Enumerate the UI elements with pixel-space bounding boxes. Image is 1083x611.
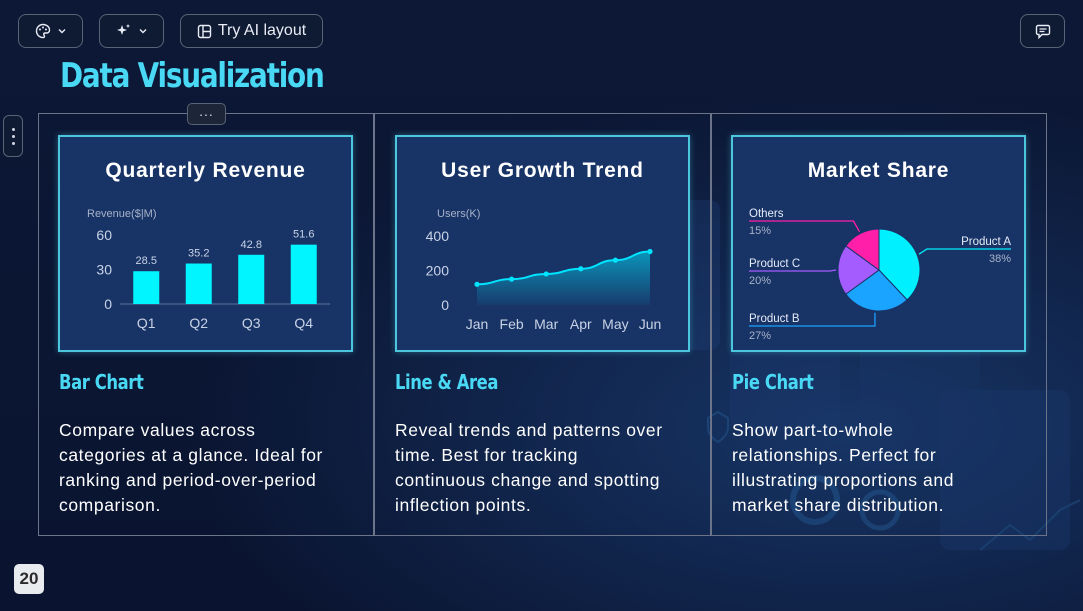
description-line: relationships. Perfect for <box>732 445 937 465</box>
column-divider <box>710 113 712 536</box>
card-description: Compare values across categories at a gl… <box>59 418 359 518</box>
page-title: Data Visualization <box>60 56 325 96</box>
slice-percent: 20% <box>749 275 771 287</box>
y-axis-label: Revenue($|M) <box>87 208 157 220</box>
slice-percent: 27% <box>749 330 771 342</box>
area-fill <box>477 251 650 305</box>
chart-title: Market Share <box>807 159 950 182</box>
description-line: comparison. <box>59 495 161 515</box>
y-tick-label: 400 <box>426 228 450 244</box>
data-point <box>509 276 515 282</box>
bar <box>290 244 317 304</box>
slice-percent: 38% <box>989 253 1011 265</box>
data-point <box>474 281 480 287</box>
ai-dropdown-button[interactable] <box>99 14 164 48</box>
description-line: Show part-to-whole <box>732 420 894 440</box>
x-tick-label: Jun <box>639 316 662 332</box>
x-tick-label: May <box>602 316 628 332</box>
bar <box>185 263 212 304</box>
description-line: illustrating proportions and <box>732 470 955 490</box>
description-line: continuous change and spotting <box>395 470 661 490</box>
pie-slice <box>845 228 880 271</box>
y-tick-label: 0 <box>441 297 449 313</box>
x-tick-label: Q3 <box>242 315 261 331</box>
area-chart: Users(K) 0 200 400 Jan Feb Mar Apr May Jun <box>426 208 662 332</box>
x-tick-label: Apr <box>570 316 592 332</box>
description-line: categories at a glance. Ideal for <box>59 445 323 465</box>
card-description: Show part-to-whole relationships. Perfec… <box>732 418 1032 518</box>
bar-value-label: 42.8 <box>241 239 262 251</box>
slice-label: Product A <box>961 236 1011 248</box>
x-tick-label: Feb <box>500 316 524 332</box>
card-subtitle: Pie Chart <box>732 370 814 394</box>
leader-line <box>749 312 876 327</box>
card-subtitle: Line & Area <box>395 370 499 394</box>
data-point <box>612 257 618 263</box>
bar-chart-card: Quarterly Revenue Revenue($|M) 0 30 60 28.5 Q… <box>58 135 353 352</box>
bar-value-label: 51.6 <box>293 229 314 241</box>
card-description: Reveal trends and patterns over time. Be… <box>395 418 695 518</box>
pie-chart-card: Market Share Product A 38% Product B 27% Pro… <box>731 135 1026 352</box>
slice-label: Others <box>749 208 784 220</box>
description-line: inflection points. <box>395 495 532 515</box>
palette-icon <box>35 23 50 39</box>
description-line: Compare values across <box>59 420 256 440</box>
column-divider <box>373 113 375 536</box>
more-options-handle[interactable]: ... <box>187 103 226 125</box>
comment-button[interactable] <box>1020 14 1065 48</box>
leader-line <box>918 248 1011 255</box>
x-tick-label: Q2 <box>189 315 208 331</box>
slice-label: Product B <box>749 313 800 325</box>
y-tick-label: 30 <box>96 262 112 278</box>
x-tick-label: Mar <box>534 316 558 332</box>
pie-slice <box>845 269 908 312</box>
description-line: Reveal trends and patterns over <box>395 420 663 440</box>
chevron-down-icon <box>58 29 65 34</box>
slide-drag-handle[interactable] <box>3 115 23 157</box>
leader-line <box>749 220 861 233</box>
layout-icon <box>197 24 212 38</box>
slice-label: Product C <box>749 258 800 270</box>
bar <box>133 271 160 304</box>
content-frame <box>38 113 1047 536</box>
pie-slice <box>837 245 880 295</box>
chevron-down-icon <box>139 29 146 34</box>
x-tick-label: Q1 <box>137 315 156 331</box>
x-tick-label: Jan <box>466 316 489 332</box>
slice-percent: 15% <box>749 225 771 237</box>
pie-chart: Product A 38% Product B 27% Product C 20% Othe… <box>749 208 1011 342</box>
y-axis-label: Users(K) <box>437 208 480 220</box>
page-number-badge: 20 <box>14 564 44 594</box>
x-tick-label: Q4 <box>294 315 313 331</box>
bar-value-label: 28.5 <box>136 255 157 267</box>
y-tick-label: 0 <box>104 296 112 312</box>
data-point <box>578 266 584 272</box>
series-line <box>476 250 651 286</box>
comment-icon <box>1035 24 1051 39</box>
description-line: ranking and period-over-period <box>59 470 317 490</box>
y-tick-label: 200 <box>426 263 450 279</box>
description-line: market share distribution. <box>732 495 945 515</box>
try-ai-layout-button[interactable]: Try AI layout <box>180 14 323 48</box>
bar-value-label: 35.2 <box>188 248 209 260</box>
area-chart-card: User Growth Trend Users(K) 0 200 400 Jan Feb M… <box>395 135 690 352</box>
try-ai-layout-label: Try AI layout <box>217 22 307 39</box>
chart-title: User Growth Trend <box>441 159 644 182</box>
card-subtitle: Bar Chart <box>59 370 144 394</box>
pie-slice <box>878 228 921 301</box>
sparkle-icon <box>116 24 130 35</box>
leader-line <box>749 269 837 272</box>
bar <box>238 254 265 304</box>
bar-chart: Revenue($|M) 0 30 60 28.5 Q1 35.2 Q2 42.8 Q3 51.6 Q… <box>87 208 330 331</box>
description-line: time. Best for tracking <box>395 445 579 465</box>
data-point <box>647 248 653 255</box>
chart-title: Quarterly Revenue <box>105 159 306 182</box>
data-point <box>543 271 549 277</box>
theme-dropdown-button[interactable] <box>18 14 83 48</box>
y-tick-label: 60 <box>96 227 112 243</box>
